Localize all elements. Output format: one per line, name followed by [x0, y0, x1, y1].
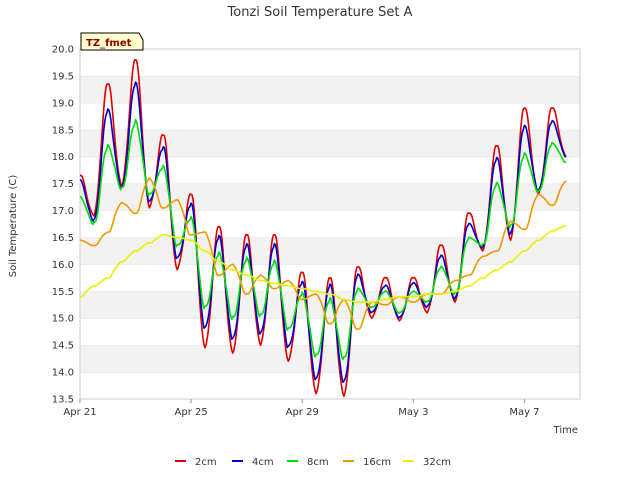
grid-band	[80, 156, 580, 184]
series-lines	[79, 59, 567, 398]
y-tick-label: 19.5	[52, 71, 74, 82]
y-tick-label: 14.0	[52, 368, 74, 379]
series-line-16cm	[79, 177, 567, 331]
y-tick-label: 16.5	[52, 233, 74, 244]
y-tick-label: 18.0	[52, 152, 74, 163]
x-tick-label: May 3	[398, 407, 428, 418]
legend-label-8cm: 8cm	[307, 457, 329, 468]
y-axis: 13.5 14.0 14.5 15.0 15.5 16.0 16.5 17.0 17.5 18.0…	[52, 45, 74, 406]
y-tick-label: 16.0	[52, 260, 74, 271]
x-axis: Apr 21 Apr 25 Apr 29 May 3 May 7	[63, 399, 540, 418]
legend-label-2cm: 2cm	[195, 457, 217, 468]
x-tick-label: Apr 29	[286, 407, 319, 418]
grid-band	[80, 345, 580, 373]
grid-band	[80, 372, 580, 399]
grid-bands	[80, 48, 580, 399]
grid-band	[80, 102, 580, 130]
y-tick-label: 18.5	[52, 125, 74, 136]
series-line-8cm	[79, 118, 567, 361]
grid-band	[80, 75, 580, 103]
y-tick-label: 17.0	[52, 206, 74, 217]
y-tick-label: 20.0	[52, 45, 74, 56]
y-tick-label: 15.0	[52, 314, 74, 325]
x-tick-label: Apr 25	[175, 407, 208, 418]
x-tick-label: May 7	[509, 407, 539, 418]
legend: 2cm 4cm 8cm 16cm 32cm	[175, 457, 451, 468]
grid-band	[80, 183, 580, 211]
x-tick-label: Apr 21	[63, 407, 96, 418]
chart-title: Tonzi Soil Temperature Set A	[227, 5, 413, 20]
grid-band	[80, 318, 580, 346]
y-tick-label: 15.5	[52, 287, 74, 298]
y-tick-label: 19.0	[52, 98, 74, 109]
y-tick-label: 14.5	[52, 341, 74, 352]
dataset-badge: TZ_fmet	[80, 32, 144, 51]
series-line-32cm	[80, 224, 567, 303]
grid-band	[80, 237, 580, 265]
y-axis-title: Soil Temperature (C)	[8, 175, 19, 278]
legend-label-16cm: 16cm	[363, 457, 391, 468]
grid-band	[80, 210, 580, 238]
legend-label-32cm: 32cm	[423, 457, 451, 468]
y-tick-label: 17.5	[52, 179, 74, 190]
plot-frame	[79, 48, 581, 400]
x-axis-title: Time	[553, 425, 578, 436]
dataset-badge-label: TZ_fmet	[86, 38, 132, 49]
y-tick-label: 13.5	[52, 395, 74, 406]
legend-label-4cm: 4cm	[252, 457, 274, 468]
grid-band	[80, 129, 580, 157]
grid-band	[80, 291, 580, 319]
grid-band	[80, 49, 580, 76]
